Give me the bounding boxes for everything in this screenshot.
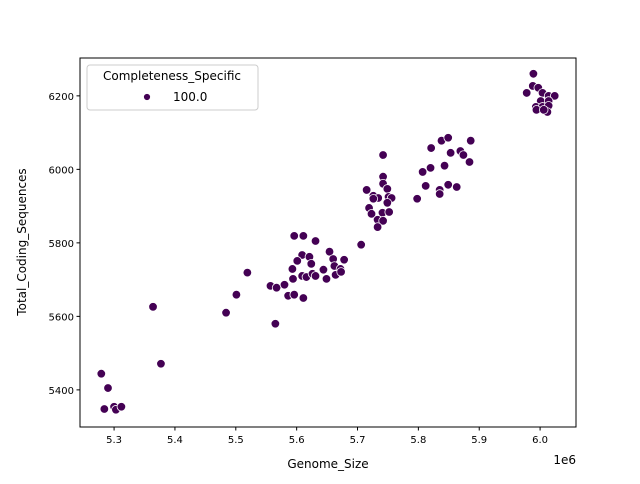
data-point [103,383,113,393]
data-point [298,293,309,303]
data-point [96,369,107,379]
data-point [382,184,393,194]
y-axis-label: Total_Coding_Sequences [15,168,29,316]
data-point [287,264,298,274]
data-point [361,185,372,195]
x-tick-label: 5.8 [410,435,426,446]
data-point [318,264,329,275]
data-point [372,222,383,232]
data-point [289,289,299,300]
data-point [148,302,158,312]
data-point [116,402,127,412]
data-point [458,150,469,160]
data-point [528,69,539,79]
data-point [356,240,366,250]
data-point [231,289,242,300]
data-point [420,181,431,191]
x-tick-label: 5.9 [471,435,487,446]
legend: Completeness_Specific 100.0 [86,64,259,111]
data-point [549,91,560,101]
data-point [425,163,436,173]
plot-frame [79,57,577,428]
x-tick-label: 5.6 [289,435,305,446]
y-tick-label: 5800 [49,239,74,250]
data-point [445,148,456,158]
data-point [412,194,422,204]
data-point [288,274,298,284]
data-point [242,267,253,278]
data-point [384,207,394,217]
data-point [310,271,321,281]
data-point [270,319,281,329]
data-point [279,280,290,290]
data-point [466,135,476,146]
y-tick-label: 6200 [49,92,74,103]
data-point [156,359,166,369]
data-point [336,267,346,277]
x-tick-label: 5.5 [228,435,244,446]
data-point [417,167,428,177]
data-point [443,133,453,143]
data-point [434,189,445,199]
y-axis-ticks: 5400 5600 5800 6000 6200 [49,92,80,397]
points-layer [96,69,560,415]
data-point [289,231,299,241]
legend-box [86,64,259,111]
y-tick-label: 5400 [49,386,74,397]
data-point [221,307,231,318]
x-axis-label: Genome_Size [287,457,368,471]
data-point [378,216,388,226]
data-point [443,180,453,190]
legend-label: 100.0 [173,90,207,104]
y-tick-label: 6000 [49,165,74,176]
data-point [368,194,379,204]
data-point [298,231,309,241]
data-point [382,198,393,208]
data-point [310,236,321,246]
x-axis-ticks: 5.3 5.4 5.5 5.6 5.7 5.8 5.9 6.0 [106,427,548,446]
legend-title: Completeness_Specific [103,69,241,83]
x-tick-label: 5.3 [106,435,122,446]
data-point [522,88,532,98]
data-point [539,105,549,115]
data-point [366,209,377,219]
data-point [339,255,349,265]
data-point [464,157,475,167]
x-tick-label: 5.4 [167,435,183,446]
data-point [306,259,316,269]
legend-marker [143,93,151,101]
data-point [321,274,332,284]
data-point [439,160,450,171]
plot-area [80,58,576,427]
data-point [426,143,436,153]
data-point [324,246,335,257]
data-point [99,404,110,414]
data-point [292,256,302,266]
data-point [378,150,388,160]
data-point [452,182,462,192]
x-offset-label: 1e6 [553,453,576,467]
x-tick-label: 5.7 [350,435,366,446]
data-point [271,283,282,293]
y-tick-label: 5600 [49,312,74,323]
x-tick-label: 6.0 [532,435,548,446]
